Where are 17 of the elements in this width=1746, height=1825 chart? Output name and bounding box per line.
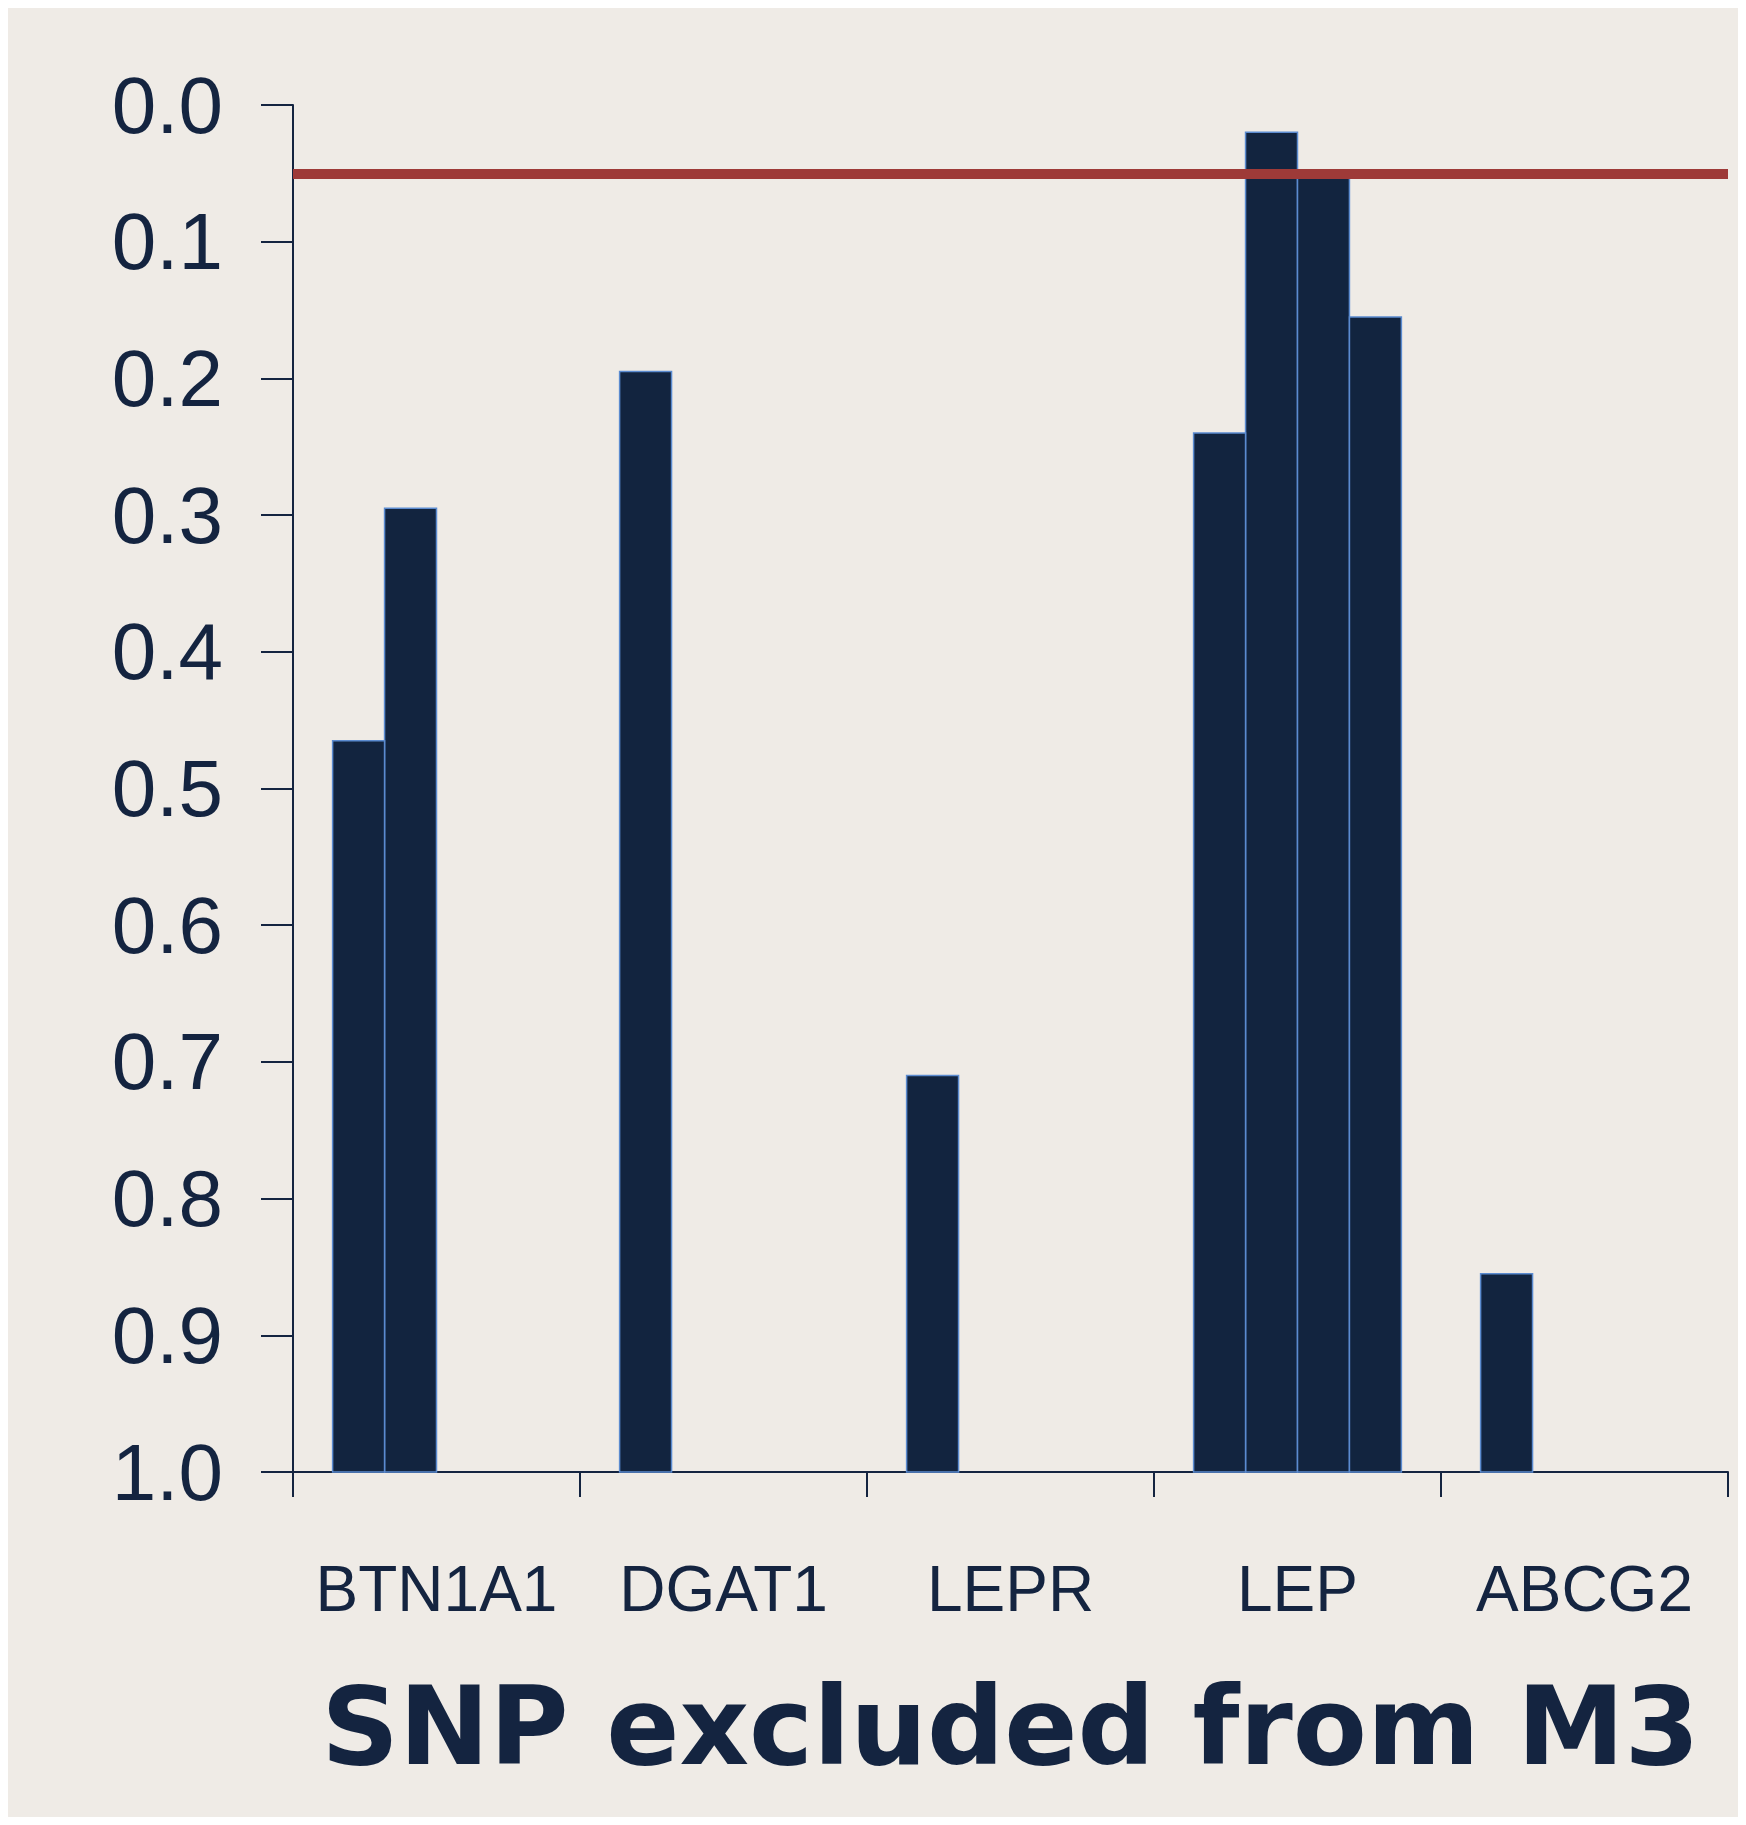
- x-tick-label: ABCG2: [1476, 1553, 1693, 1625]
- x-tick-label: DGAT1: [619, 1553, 828, 1625]
- y-tick-label: 0.2: [111, 333, 223, 423]
- y-tick-label: 0.8: [111, 1154, 223, 1244]
- y-tick-label: 0.9: [111, 1290, 223, 1380]
- y-tick-label: 0.4: [111, 607, 223, 697]
- y-tick-label: 0.1: [111, 197, 223, 287]
- y-tick-label: 0.0: [111, 60, 223, 150]
- y-tick-label: 0.3: [111, 470, 223, 560]
- y-tick-label: 1.0: [111, 1427, 223, 1517]
- x-axis-title: SNP excluded from M3: [321, 1663, 1700, 1789]
- x-tick-label: LEPR: [926, 1553, 1095, 1625]
- x-tick-label: LEP: [1237, 1553, 1358, 1625]
- x-tick-label: BTN1A1: [315, 1553, 558, 1625]
- y-tick-label: 0.6: [111, 880, 223, 970]
- y-tick-label: 0.5: [111, 744, 223, 833]
- y-tick-label: 0.7: [111, 1017, 223, 1107]
